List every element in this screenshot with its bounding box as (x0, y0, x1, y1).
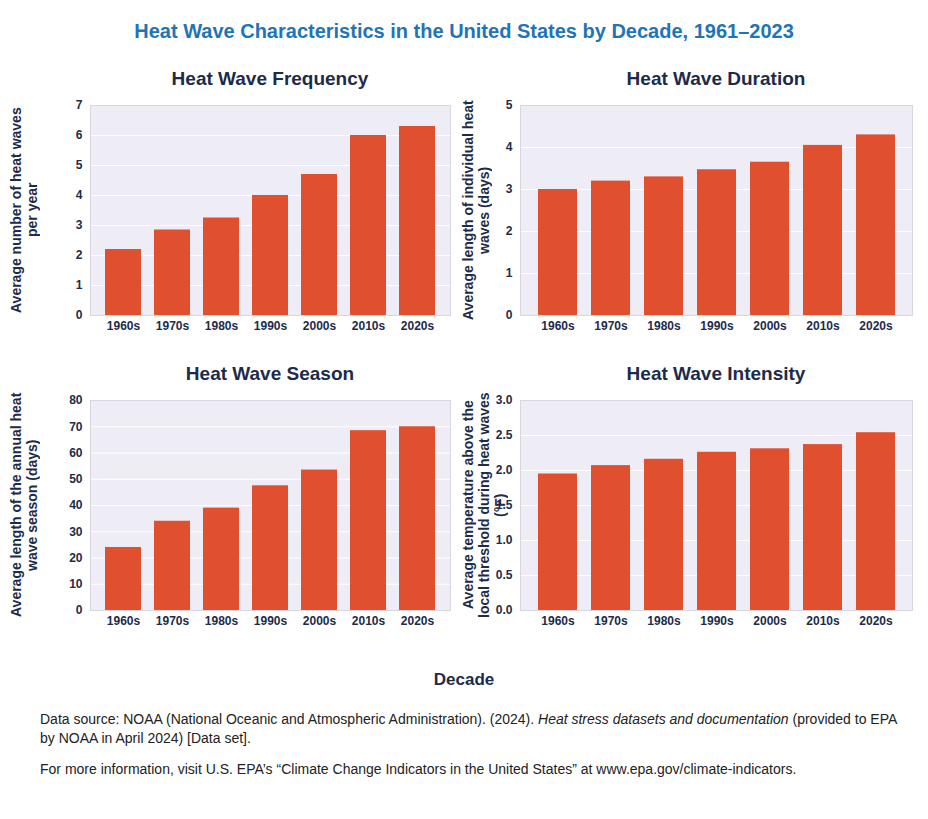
svg-text:1990s: 1990s (700, 614, 734, 628)
svg-text:1980s: 1980s (205, 614, 239, 628)
svg-text:1: 1 (506, 266, 513, 280)
svg-text:1.0: 1.0 (496, 533, 513, 547)
svg-text:3.0: 3.0 (496, 393, 513, 407)
svg-text:0: 0 (506, 308, 513, 322)
svg-text:0: 0 (76, 603, 83, 617)
svg-text:1.5: 1.5 (496, 498, 513, 512)
svg-text:10: 10 (69, 577, 83, 591)
svg-text:40: 40 (69, 498, 83, 512)
svg-text:0: 0 (76, 308, 83, 322)
svg-text:1960s: 1960s (541, 319, 575, 333)
svg-text:1990s: 1990s (700, 319, 734, 333)
svg-text:1980s: 1980s (205, 319, 239, 333)
svg-text:30: 30 (69, 525, 83, 539)
svg-text:2020s: 2020s (401, 614, 435, 628)
svg-text:1960s: 1960s (107, 319, 141, 333)
svg-text:5: 5 (506, 98, 513, 112)
svg-text:1970s: 1970s (594, 319, 628, 333)
svg-text:1960s: 1960s (541, 614, 575, 628)
svg-text:4: 4 (506, 140, 513, 154)
svg-text:4: 4 (76, 188, 83, 202)
svg-text:2000s: 2000s (753, 614, 787, 628)
svg-text:1960s: 1960s (107, 614, 141, 628)
svg-text:2000s: 2000s (303, 614, 337, 628)
svg-text:0.5: 0.5 (496, 568, 513, 582)
svg-text:2: 2 (76, 248, 83, 262)
svg-text:0.0: 0.0 (496, 603, 513, 617)
svg-text:3: 3 (506, 182, 513, 196)
svg-text:2020s: 2020s (859, 319, 893, 333)
svg-text:1990s: 1990s (254, 319, 288, 333)
svg-text:2000s: 2000s (753, 319, 787, 333)
svg-text:1990s: 1990s (254, 614, 288, 628)
svg-text:2010s: 2010s (352, 614, 386, 628)
svg-text:50: 50 (69, 472, 83, 486)
svg-text:2000s: 2000s (303, 319, 337, 333)
svg-text:6: 6 (76, 128, 83, 142)
svg-text:7: 7 (76, 98, 83, 112)
svg-text:1980s: 1980s (647, 319, 681, 333)
svg-text:1970s: 1970s (156, 319, 190, 333)
svg-text:5: 5 (76, 158, 83, 172)
svg-text:2010s: 2010s (806, 319, 840, 333)
svg-text:2010s: 2010s (352, 319, 386, 333)
svg-text:1970s: 1970s (594, 614, 628, 628)
svg-text:2: 2 (506, 224, 513, 238)
svg-text:2.0: 2.0 (496, 463, 513, 477)
svg-text:80: 80 (69, 393, 83, 407)
svg-text:2010s: 2010s (806, 614, 840, 628)
svg-text:2020s: 2020s (401, 319, 435, 333)
svg-text:60: 60 (69, 446, 83, 460)
svg-text:2020s: 2020s (859, 614, 893, 628)
svg-text:1980s: 1980s (647, 614, 681, 628)
svg-text:3: 3 (76, 218, 83, 232)
svg-text:2.5: 2.5 (496, 428, 513, 442)
svg-text:20: 20 (69, 551, 83, 565)
svg-text:70: 70 (69, 420, 83, 434)
svg-text:1: 1 (76, 278, 83, 292)
svg-text:1970s: 1970s (156, 614, 190, 628)
